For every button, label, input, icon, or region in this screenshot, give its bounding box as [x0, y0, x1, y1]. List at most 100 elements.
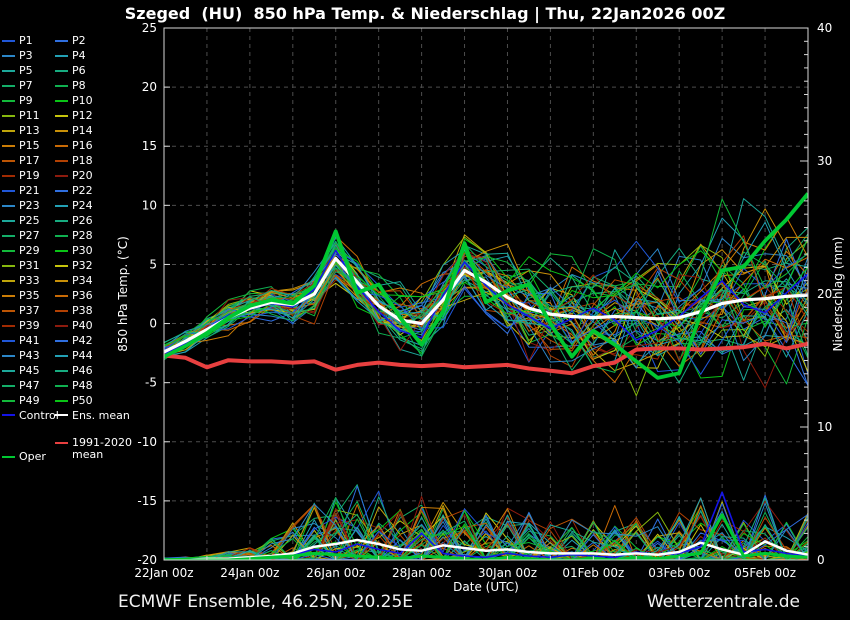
legend-label: P11: [19, 109, 40, 122]
legend-member-P16: P16: [55, 138, 93, 153]
legend-swatch: [55, 129, 68, 132]
oper-precip-line: [164, 513, 808, 560]
legend-member-P22: P22: [55, 183, 93, 198]
legend-swatch: [2, 54, 15, 57]
legend-clim-mean: 1991-2020 mean: [55, 437, 132, 461]
x-tick-label: 22Jan 00z: [134, 566, 193, 580]
legend-label: Oper: [19, 450, 46, 463]
legend-swatch: [2, 129, 15, 132]
legend-label: P46: [72, 364, 93, 377]
legend-swatch: [2, 114, 15, 117]
legend-swatch: [55, 234, 68, 237]
legend-label: P17: [19, 154, 40, 167]
y-right-tick-label: 40: [817, 21, 832, 35]
legend-label: P37: [19, 304, 40, 317]
legend-member-P29: P29: [2, 243, 40, 258]
legend-swatch: [2, 279, 15, 282]
legend-swatch: [55, 264, 68, 267]
legend-member-P44: P44: [55, 348, 93, 363]
footer-brand: Wetterzentrale.de: [646, 592, 800, 612]
legend-member-P45: P45: [2, 363, 40, 378]
legend-swatch: [55, 309, 68, 312]
legend-label: 1991-2020: [72, 436, 132, 449]
y-left-axis-title: 850 hPa Temp. (°C): [116, 236, 130, 352]
member-precip-P17: [164, 514, 808, 560]
legend-swatch: [2, 204, 15, 207]
member-precip-P24: [164, 513, 808, 560]
legend-member-P4: P4: [55, 48, 86, 63]
legend-swatch: [2, 174, 15, 177]
y-right-tick-label: 30: [817, 154, 832, 168]
legend-member-P8: P8: [55, 78, 86, 93]
legend-member-P48: P48: [55, 378, 93, 393]
y-right-axis-title: Niederschlag (mm): [831, 237, 845, 352]
y-left-tick-label: 5: [149, 257, 157, 271]
legend-swatch: [55, 354, 68, 357]
legend-swatch: [2, 69, 15, 72]
legend-label: P4: [72, 49, 86, 62]
legend-member-P34: P34: [55, 273, 93, 288]
footer-model-info: ECMWF Ensemble, 46.25N, 20.25E: [118, 592, 414, 612]
legend-label: mean: [72, 448, 104, 461]
legend-label: P36: [72, 289, 93, 302]
axis-labels: 25 20 15 10 5 0 -5 -10 -15 -20 40 30 20 10 0 22Jan 00z 2…: [116, 21, 845, 594]
legend-label: P33: [19, 274, 40, 287]
legend-member-P41: P41: [2, 333, 40, 348]
legend-swatch: [2, 234, 15, 237]
legend-member-P11: P11: [2, 108, 40, 123]
member-precip-P1: [164, 513, 808, 560]
x-tick-label: 28Jan 00z: [392, 566, 451, 580]
legend-member-P12: P12: [55, 108, 93, 123]
legend-swatch: [2, 219, 15, 222]
legend-swatch: [55, 159, 68, 162]
legend-member-P38: P38: [55, 303, 93, 318]
member-temp-P40: [164, 251, 808, 362]
legend-swatch: [2, 39, 15, 42]
legend-swatch: [55, 204, 68, 207]
legend-member-P14: P14: [55, 123, 93, 138]
legend-label: P7: [19, 79, 33, 92]
legend-member-P6: P6: [55, 63, 86, 78]
legend-label: P18: [72, 154, 93, 167]
legend-member-P17: P17: [2, 153, 40, 168]
legend-label: P32: [72, 259, 93, 272]
legend-member-P28: P28: [55, 228, 93, 243]
legend-member-P21: P21: [2, 183, 40, 198]
member-temp-P35: [164, 216, 808, 356]
y-left-tick-label: -20: [137, 553, 157, 567]
legend-label: P21: [19, 184, 40, 197]
legend-swatch: [2, 455, 15, 458]
legend-label: P5: [19, 64, 33, 77]
legend-swatch: [2, 159, 15, 162]
legend-swatch: [55, 384, 68, 387]
legend-label: P15: [19, 139, 40, 152]
legend-oper: Oper: [2, 449, 46, 464]
legend-member-P5: P5: [2, 63, 33, 78]
legend-member-P20: P20: [55, 168, 93, 183]
legend-label: P8: [72, 79, 86, 92]
legend-label: P28: [72, 229, 93, 242]
legend-member-P25: P25: [2, 213, 40, 228]
member-temp-P34: [164, 236, 808, 354]
member-temp-P45: [164, 249, 808, 358]
legend-swatch: [2, 384, 15, 387]
legend-swatch: [2, 324, 15, 327]
legend-label: P3: [19, 49, 33, 62]
legend-label: P23: [19, 199, 40, 212]
member-precip-P50: [164, 525, 808, 560]
legend-label: P1: [19, 34, 33, 47]
legend-label: P39: [19, 319, 40, 332]
legend-swatch: [55, 144, 68, 147]
y-left-tick-label: -15: [137, 494, 157, 508]
legend-label: P25: [19, 214, 40, 227]
y-right-tick-label: 0: [817, 553, 825, 567]
chart-title: Szeged (HU) 850 hPa Temp. & Niederschlag…: [124, 4, 726, 23]
legend-label: P26: [72, 214, 93, 227]
y-left-tick-label: 0: [149, 317, 157, 331]
x-tick-label: 30Jan 00z: [478, 566, 537, 580]
legend-swatch: [2, 264, 15, 267]
legend-swatch: [2, 354, 15, 357]
legend-member-P3: P3: [2, 48, 33, 63]
legend-swatch: [2, 369, 15, 372]
